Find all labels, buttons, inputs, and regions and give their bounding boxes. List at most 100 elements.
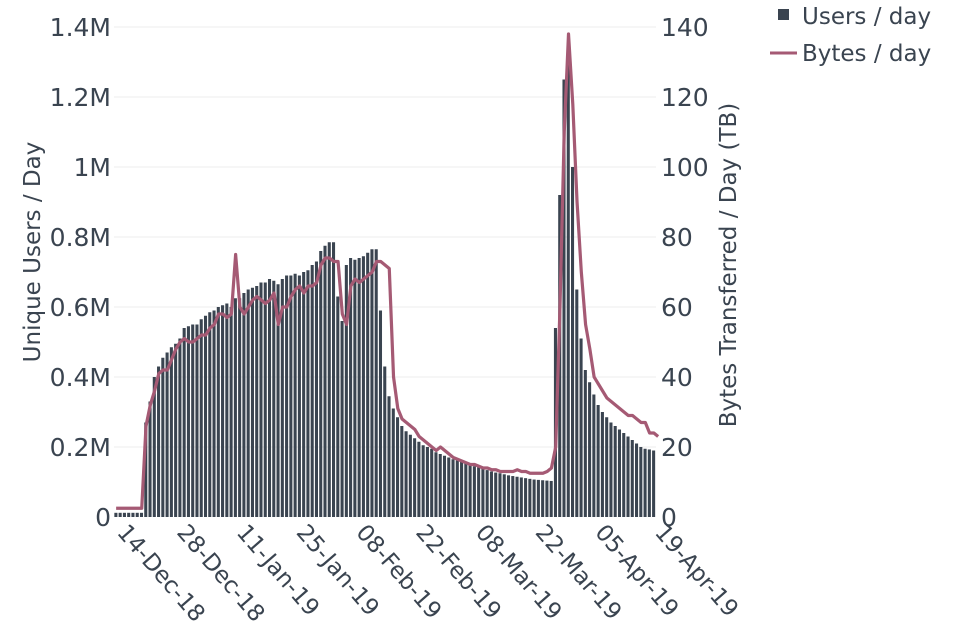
- y-tick-label: 0.6M: [50, 293, 111, 322]
- users-bar: [583, 370, 587, 517]
- users-bar: [349, 258, 353, 517]
- y2-tick-label: 80: [661, 223, 693, 252]
- users-bar: [472, 466, 476, 517]
- users-bar: [447, 457, 451, 517]
- users-bar: [118, 512, 122, 517]
- users-bar: [225, 303, 229, 517]
- legend-users-label: Users / day: [802, 4, 931, 30]
- bytes-line: [116, 32, 660, 510]
- legend-item-bytes[interactable]: Bytes / day: [770, 41, 931, 67]
- y2-tick-label: 0: [661, 503, 677, 532]
- users-bar: [635, 443, 639, 517]
- y-tick-label: 1.2M: [50, 83, 111, 112]
- users-bar: [131, 512, 135, 517]
- users-bar: [571, 167, 575, 517]
- users-bar: [605, 417, 609, 517]
- users-bar: [165, 352, 169, 517]
- users-bar: [468, 464, 472, 517]
- x-axis-ticks: 14-Dec-1828-Dec-1811-Jan-1925-Jan-1908-F…: [112, 520, 744, 627]
- users-bar: [481, 468, 485, 517]
- users-bar: [280, 279, 284, 517]
- users-bar: [374, 249, 378, 517]
- y2-tick-label: 40: [661, 363, 693, 392]
- y-axis-ticks: 0 0.2M 0.4M 0.6M 0.8M 1M 1.2M 1.4M: [50, 13, 111, 532]
- users-bar: [532, 479, 536, 517]
- users-bar: [609, 422, 613, 517]
- users-bar: [613, 426, 617, 517]
- bytes-line-path: [116, 32, 660, 510]
- users-bar: [391, 408, 395, 517]
- users-bar: [319, 251, 323, 517]
- users-bar: [477, 467, 481, 517]
- users-bar: [157, 366, 161, 517]
- users-bar: [489, 471, 493, 517]
- y-tick-label: 1.4M: [50, 13, 111, 42]
- users-bar: [344, 265, 348, 517]
- users-bar: [417, 441, 421, 517]
- users-bar: [464, 462, 468, 517]
- users-bar: [238, 298, 242, 517]
- users-bar: [186, 326, 190, 517]
- users-bar: [353, 259, 357, 517]
- users-bar: [408, 434, 412, 517]
- y-tick-label: 0.2M: [50, 433, 111, 462]
- users-bar: [622, 433, 626, 517]
- y-tick-label: 0.4M: [50, 363, 111, 392]
- users-bar: [144, 422, 148, 517]
- y-axis-title: Unique Users / Day: [20, 142, 46, 363]
- y2-tick-label: 120: [661, 83, 709, 112]
- users-bar: [498, 473, 502, 517]
- users-bar: [285, 275, 289, 517]
- users-bar: [588, 382, 592, 517]
- users-bar: [361, 256, 365, 517]
- users-bar: [524, 478, 528, 517]
- users-bar: [272, 280, 276, 517]
- users-bar: [387, 396, 391, 517]
- users-bar: [327, 242, 331, 517]
- legend-bytes-label: Bytes / day: [802, 41, 931, 67]
- users-bar: [438, 454, 442, 517]
- users-bar: [250, 287, 254, 517]
- users-bar: [259, 282, 263, 517]
- users-bar: [191, 324, 195, 517]
- users-bar: [148, 401, 152, 517]
- users-bar: [233, 298, 237, 517]
- users-bar: [617, 429, 622, 517]
- users-bar: [396, 417, 400, 517]
- users-bar: [494, 472, 498, 517]
- users-bar: [575, 289, 579, 517]
- y2-tick-label: 20: [661, 433, 693, 462]
- users-bar: [562, 79, 566, 517]
- y-tick-label: 0: [95, 503, 111, 532]
- y-tick-label: 0.8M: [50, 223, 111, 252]
- users-bar: [566, 44, 570, 517]
- users-bar: [425, 447, 429, 517]
- users-bar: [114, 512, 118, 517]
- users-bar: [267, 279, 272, 517]
- legend[interactable]: Users / day Bytes / day: [770, 4, 931, 67]
- users-bar: [122, 512, 126, 517]
- users-bar: [643, 448, 647, 517]
- users-bar: [297, 275, 301, 517]
- y2-axis-title: Bytes Transferred / Day (TB): [716, 103, 742, 428]
- users-bar: [545, 480, 549, 517]
- users-bar: [528, 478, 532, 517]
- users-bar: [203, 315, 208, 517]
- users-bar: [255, 286, 259, 517]
- users-bar: [357, 258, 361, 517]
- users-bar: [541, 480, 545, 517]
- users-bar: [511, 476, 515, 517]
- users-bar: [536, 479, 540, 517]
- users-bar: [404, 431, 408, 517]
- y2-tick-label: 60: [661, 293, 693, 322]
- users-bar: [413, 438, 417, 517]
- users-bar: [161, 357, 165, 517]
- users-bar: [506, 475, 511, 517]
- users-bar: [323, 245, 327, 517]
- legend-item-users[interactable]: Users / day: [778, 4, 931, 30]
- users-bar: [626, 436, 630, 517]
- users-bars: [114, 44, 656, 517]
- users-bar: [383, 366, 387, 517]
- users-bar: [451, 459, 455, 517]
